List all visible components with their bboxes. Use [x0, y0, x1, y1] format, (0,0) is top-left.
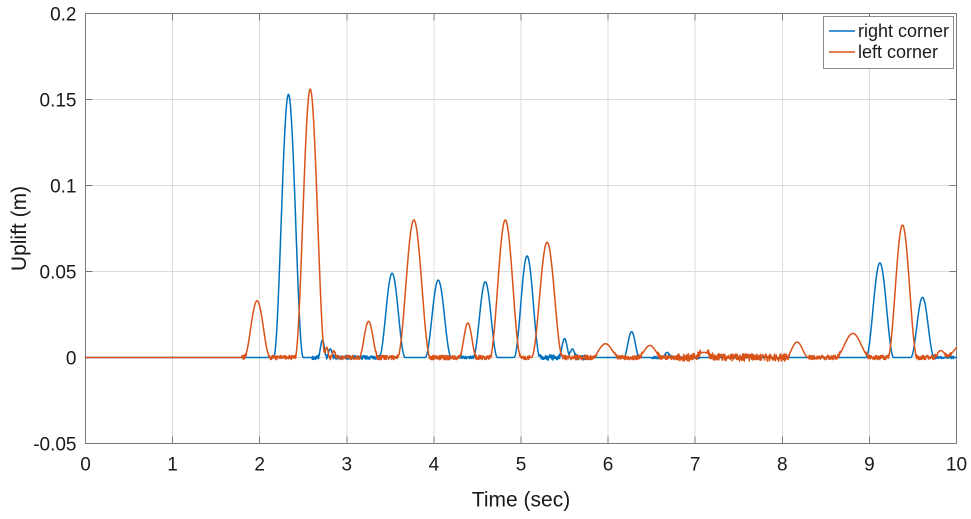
x-tick-label: 4: [429, 455, 440, 476]
data-series: [84, 88, 958, 362]
y-tick-labels: -0.05 0 0.05 0.1 0.15 0.2: [33, 5, 76, 456]
x-tick-labels: 0 1 2 3 4 5 6 7 8 9 10: [80, 455, 967, 476]
x-tick-label: 10: [946, 455, 967, 476]
x-axis-label: Time (sec): [472, 489, 570, 512]
x-tick-label: 0: [80, 455, 91, 476]
x-tick-label: 3: [342, 455, 353, 476]
x-tick-label: 2: [254, 455, 265, 476]
legend-box: [823, 16, 954, 69]
grid-lines: [85, 13, 957, 444]
y-tick-label: -0.05: [33, 435, 76, 456]
series-line-left-corner: [84, 88, 958, 362]
y-tick-label: 0.2: [50, 5, 76, 26]
x-tick-label: 9: [864, 455, 875, 476]
x-tick-label: 7: [690, 455, 701, 476]
x-tick-label: 8: [777, 455, 788, 476]
x-tick-label: 5: [516, 455, 527, 476]
y-tick-label: 0.05: [40, 263, 77, 284]
legend-label: right corner: [858, 21, 949, 41]
y-tick-label: 0: [66, 349, 77, 370]
y-axis-label: Uplift (m): [8, 186, 31, 271]
y-tick-label: 0.1: [50, 177, 76, 198]
y-tick-label: 0.15: [40, 91, 77, 112]
x-tick-label: 1: [167, 455, 178, 476]
x-tick-label: 6: [603, 455, 614, 476]
legend-label: left corner: [858, 42, 938, 62]
